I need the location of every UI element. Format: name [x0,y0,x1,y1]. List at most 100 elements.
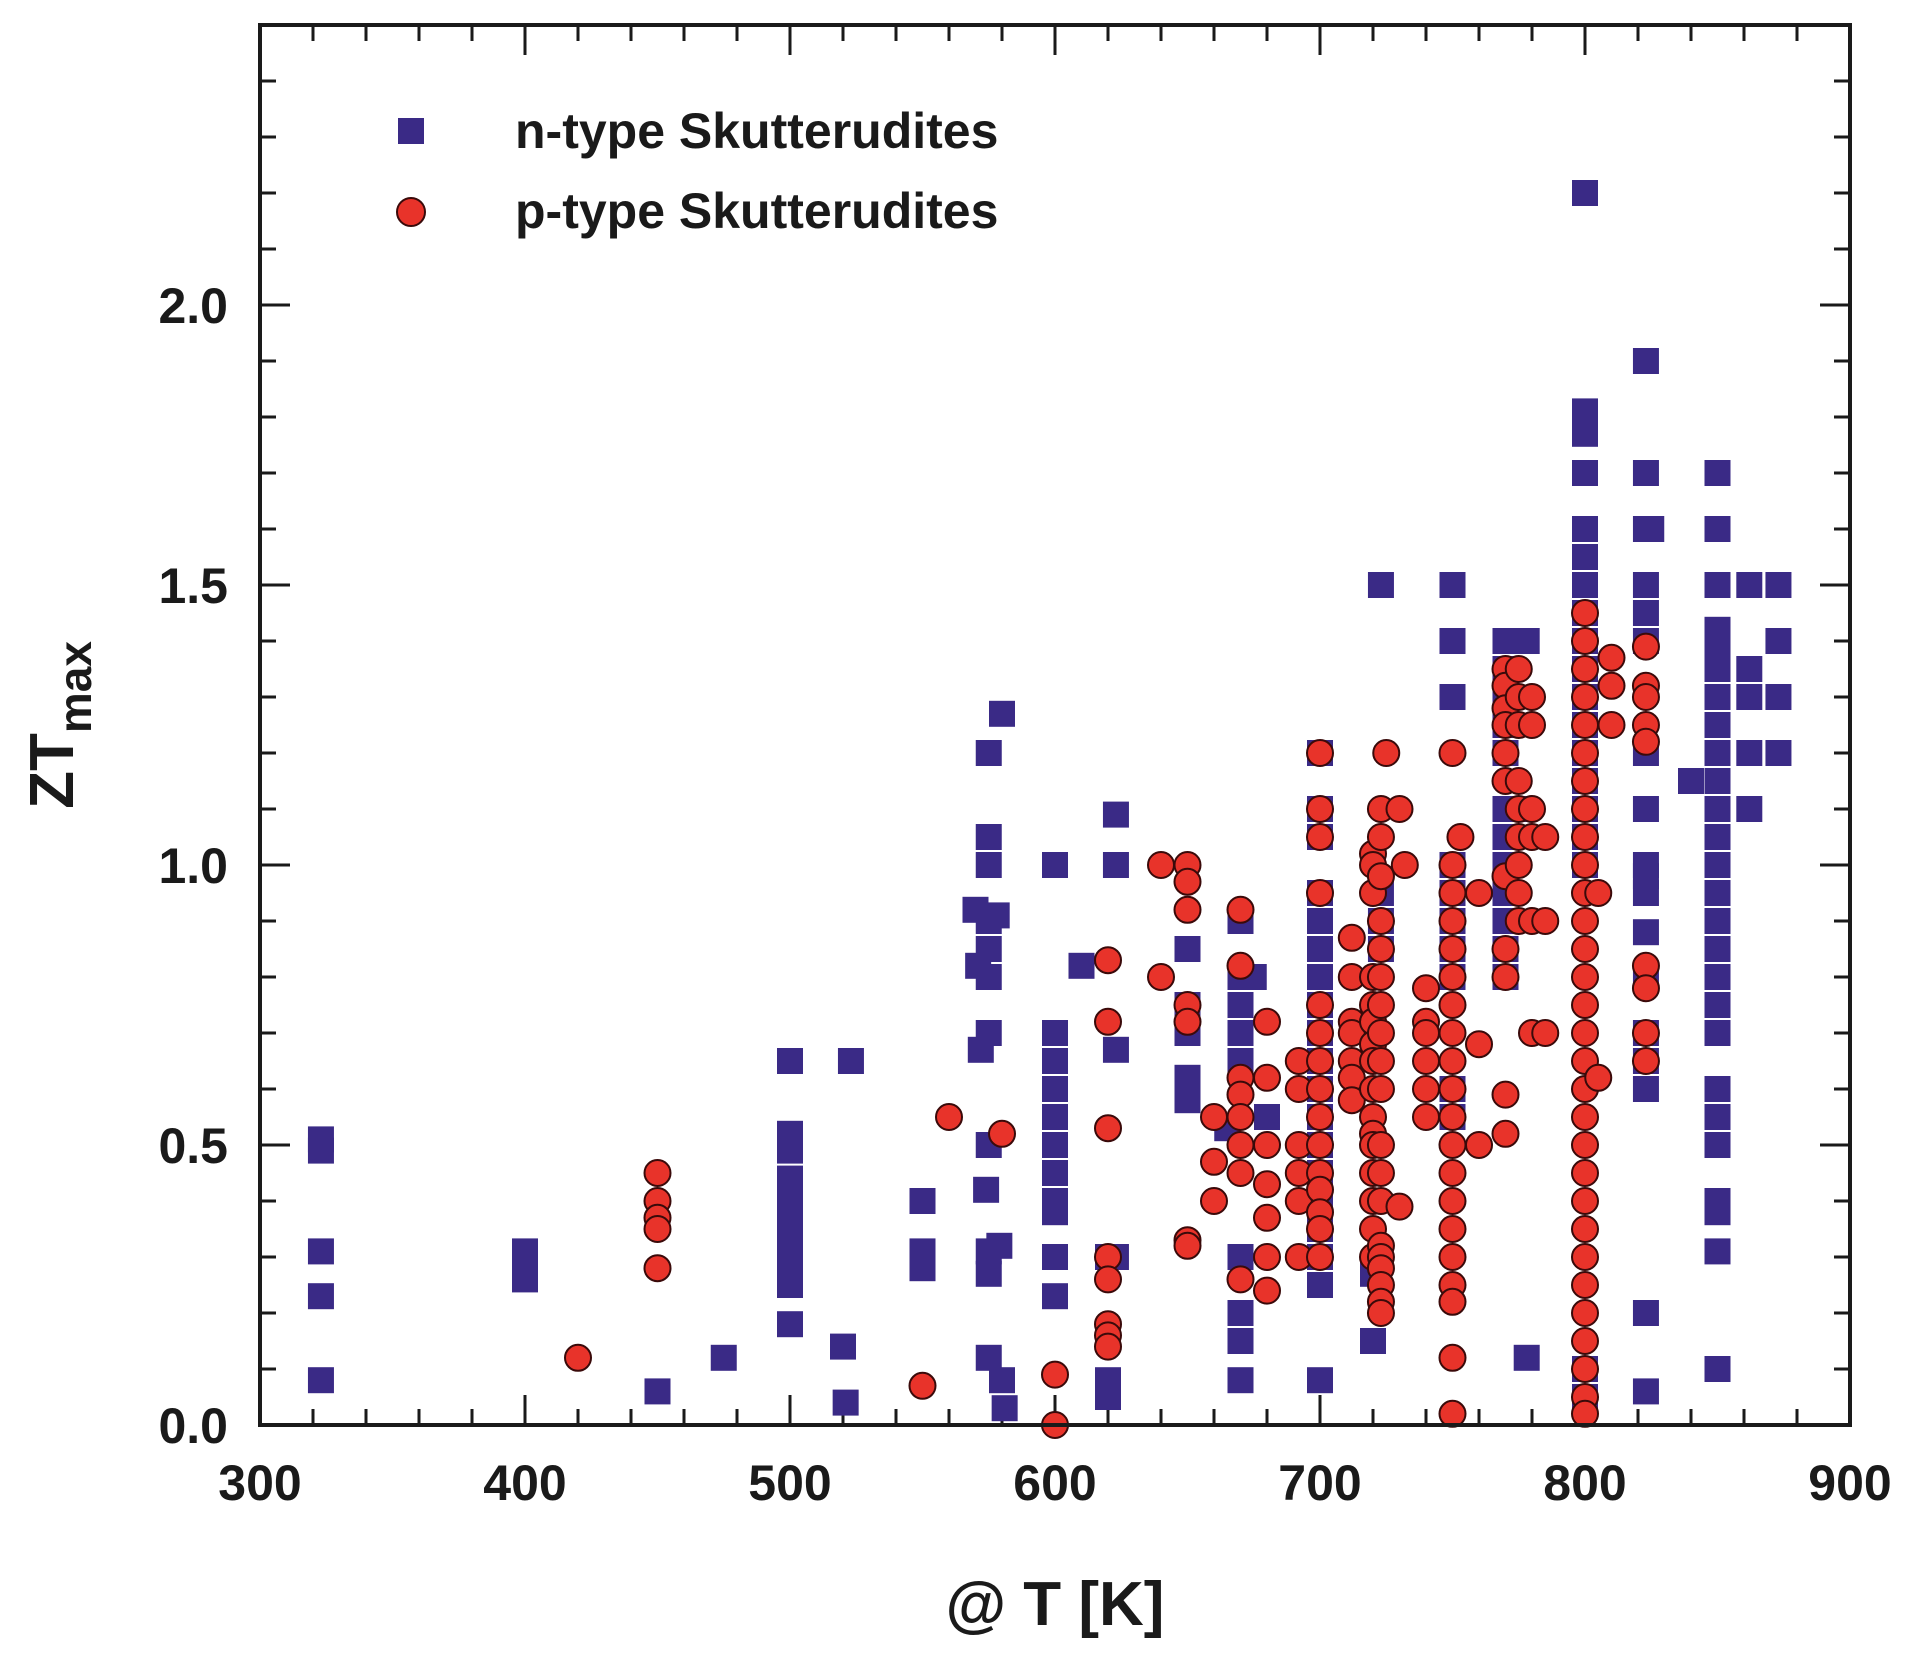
n-type-point [307,1137,334,1164]
n-type-point [512,1266,538,1293]
p-type-point [1438,1287,1467,1316]
n-type-point [909,1255,936,1282]
n-type-point [1704,1199,1731,1226]
p-type-point [1571,599,1599,627]
legend: n-type Skutterudites p-type Skutterudite… [396,103,998,239]
n-type-point [777,1272,803,1298]
n-type-point [1704,1076,1731,1102]
p-type-point [1173,895,1202,924]
p-type-point [1306,1103,1334,1131]
p-type-point [1253,1243,1281,1271]
p-type-point [1200,1147,1228,1176]
p-type-point [908,1371,937,1400]
p-type-point [1571,823,1599,851]
n-type-point [830,1333,856,1360]
x-tick-label: 900 [1808,1455,1891,1511]
n-type-point [1736,684,1763,710]
n-type-point [1765,740,1792,766]
p-type-point [564,1343,592,1372]
n-type-point [644,1378,671,1405]
n-type-point [777,1048,803,1074]
n-type-point [1174,1064,1201,1091]
p-type-point [1571,767,1599,795]
n-type-point [975,824,1002,850]
p-type-point [1438,1243,1467,1271]
p-type-point [643,1254,672,1283]
n-type-point [975,964,1002,990]
n-type-point [1174,1087,1201,1114]
n-type-point [832,1389,859,1416]
n-type-point [1042,1076,1068,1102]
p-type-point [1173,867,1202,896]
p-type-point [1366,991,1395,1019]
p-type-point [1438,907,1467,935]
x-tick-label: 600 [1013,1455,1096,1511]
p-type-point [1438,991,1467,1019]
y-tick-label: 0.0 [158,1398,228,1454]
p-type-point [1385,795,1414,823]
p-type-point [1571,711,1599,739]
n-type-point [1704,1238,1731,1265]
n-type-point [1572,572,1598,598]
x-tick-label: 300 [218,1455,301,1511]
y-tick-label: 0.5 [158,1118,228,1174]
p-type-point [1438,851,1467,879]
x-tick-label: 400 [483,1455,566,1511]
p-type-point [1571,1159,1599,1187]
n-type-point [1042,852,1068,878]
legend-p-type-marker [396,197,426,227]
n-type-point [1439,628,1466,654]
n-type-point [1095,1384,1121,1410]
p-type-point [1571,963,1599,991]
p-type-point [1491,1119,1520,1148]
p-type-point [1306,1215,1334,1243]
p-type-point [1226,1131,1255,1159]
n-type-point [1572,398,1598,425]
p-type-point [643,1159,672,1187]
n-type-point [777,1249,803,1276]
n-type-point [1042,1199,1068,1226]
p-type-point [1253,1131,1281,1159]
n-type-point [1174,936,1201,962]
p-type-point [1631,727,1660,756]
p-type-point [1597,643,1626,672]
n-type-point [1704,1104,1731,1130]
n-type-point [1042,1132,1068,1158]
p-type-point [1306,1047,1334,1075]
n-type-point [1736,740,1763,766]
n-type-point [989,1367,1015,1394]
p-type-point [1438,739,1467,767]
p-type-point [1571,1103,1599,1131]
n-type-point [1678,768,1704,794]
n-type-point [1307,936,1333,962]
p-type-point [1571,1131,1599,1159]
n-type-point [1704,936,1731,962]
legend-n-type-label: n-type Skutterudites [515,103,998,159]
n-type-point [1765,628,1792,654]
p-type-point [1491,935,1520,963]
p-type-point [1200,1103,1228,1131]
p-type-point [1504,767,1533,795]
p-type-point [1226,1159,1255,1187]
x-tick-label: 500 [748,1455,831,1511]
p-type-point [1147,963,1175,991]
p-type-point [1504,879,1533,907]
n-type-point [1736,656,1763,682]
p-type-point [1438,1131,1467,1159]
p-type-point [1438,1019,1467,1047]
p-type-point [1366,862,1395,891]
p-type-point [1438,879,1467,907]
p-type-point [1571,907,1599,935]
p-type-point [1385,1192,1414,1221]
n-type-point [1227,992,1254,1018]
n-type-point [777,1311,803,1338]
n-type-point [1736,796,1763,822]
n-type-point [975,936,1002,962]
p-type-point [1571,683,1599,711]
n-type-point [989,700,1015,727]
n-type-point [1307,908,1333,934]
p-type-point [1366,1299,1395,1327]
n-type-point [1632,880,1659,906]
n-type-point [1227,1300,1254,1326]
p-type-point [1366,1019,1395,1047]
